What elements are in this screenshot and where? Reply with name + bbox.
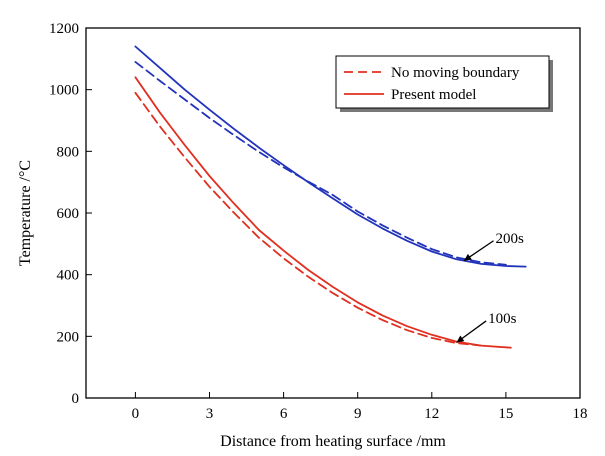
x-tick-label: 9 [354, 406, 362, 422]
annotation-arrowhead [463, 253, 472, 261]
x-axis-title: Distance from heating surface /mm [220, 433, 446, 450]
series-line-200s-no-moving-boundary [134, 61, 507, 266]
y-axis: 0 200 400 600 800 1000 1200 [49, 21, 92, 407]
series-line-100s-present-model [134, 76, 512, 349]
x-tick-label: 0 [132, 406, 140, 422]
annotation-label-200s: 200s [496, 231, 525, 247]
y-tick-label: 400 [57, 268, 80, 284]
annotation-arrowhead [456, 335, 465, 343]
y-tick-label: 200 [57, 329, 80, 345]
x-tick-label: 6 [280, 406, 288, 422]
annotations: 200s 100s [456, 231, 525, 344]
legend-box [335, 55, 550, 109]
y-tick-label: 1000 [49, 83, 79, 99]
y-tick-label: 1200 [49, 21, 79, 37]
legend: No moving boundary Present model [335, 55, 553, 112]
y-tick-label: 600 [57, 206, 80, 222]
y-tick-label: 800 [57, 144, 80, 160]
y-tick-label: 0 [72, 391, 80, 407]
x-tick-label: 15 [498, 406, 513, 422]
legend-label-no-moving-boundary: No moving boundary [391, 65, 520, 81]
x-tick-label: 3 [206, 406, 214, 422]
y-axis-title: Temperature /°C [17, 160, 34, 266]
legend-label-present-model: Present model [391, 87, 476, 103]
series-line-100s-no-moving-boundary [134, 91, 483, 347]
x-tick-label: 18 [573, 406, 588, 422]
annotation-label-100s: 100s [488, 311, 517, 327]
x-tick-label: 12 [424, 406, 439, 422]
x-axis: 0 3 6 9 12 15 18 [132, 392, 588, 422]
